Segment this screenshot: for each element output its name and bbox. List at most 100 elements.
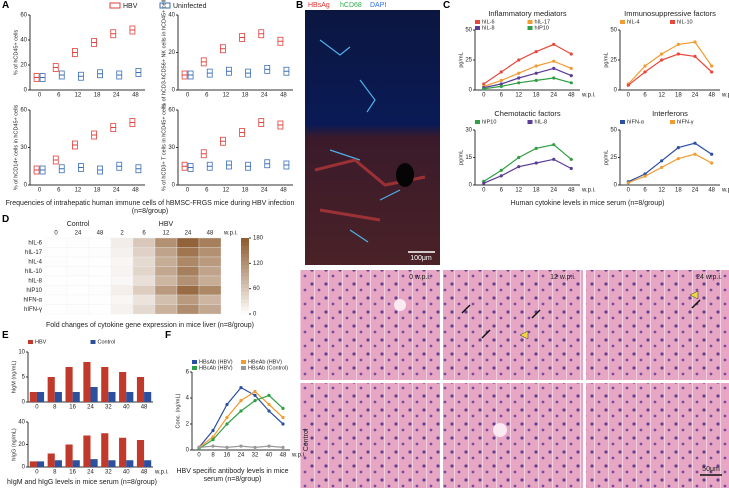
heat-cell bbox=[198, 247, 222, 258]
heat-cell bbox=[176, 237, 200, 248]
y-tick-label: 2 bbox=[186, 422, 190, 428]
point bbox=[281, 406, 285, 410]
colorbar-step bbox=[241, 245, 249, 250]
x-axis-label: w.p.i. bbox=[291, 453, 306, 459]
point bbox=[569, 81, 573, 85]
x-tick-label: 12 bbox=[223, 188, 230, 194]
y-tick-label: 15 bbox=[465, 155, 472, 161]
y-tick-label: 0 bbox=[614, 88, 618, 94]
legend-swatch bbox=[620, 120, 625, 124]
y-axis-label: pg/mL bbox=[603, 150, 609, 165]
legend-label: HBcAb (HBV) bbox=[199, 365, 233, 371]
heat-cell bbox=[110, 256, 134, 267]
caption: Fold changes of cytokine gene expression… bbox=[46, 322, 254, 329]
point bbox=[211, 444, 215, 448]
point bbox=[225, 402, 229, 407]
legend-swatch bbox=[109, 2, 121, 9]
heat-cell bbox=[198, 294, 222, 305]
colorbar-label: 0 bbox=[253, 312, 257, 318]
x-tick-label: 6 bbox=[57, 188, 61, 194]
line bbox=[483, 43, 572, 85]
legend-label: hIFN-α bbox=[627, 119, 645, 125]
x-tick-label: 0 bbox=[38, 188, 42, 194]
point bbox=[239, 444, 243, 448]
x-tick-label: 16 bbox=[69, 405, 76, 411]
legend-label: hIL-17 bbox=[535, 19, 551, 25]
legend-label: hIP10 bbox=[535, 25, 549, 31]
x-tick-label: 48 bbox=[708, 93, 715, 99]
colorbar-step bbox=[241, 310, 249, 315]
line bbox=[627, 41, 713, 85]
x-tick-label: 12 bbox=[515, 93, 522, 99]
heat-cell bbox=[154, 294, 178, 305]
point bbox=[267, 409, 271, 413]
legend-swatch bbox=[527, 120, 533, 124]
point bbox=[534, 146, 538, 150]
point bbox=[267, 444, 271, 448]
colorbar-step bbox=[241, 302, 249, 307]
point bbox=[499, 82, 503, 86]
heat-cell bbox=[154, 285, 178, 296]
fluorescence-image bbox=[305, 10, 440, 265]
chart-title: Inflammatory mediators bbox=[488, 9, 567, 18]
heat-cell bbox=[198, 237, 222, 248]
x-tick-label: 24 bbox=[87, 470, 94, 476]
bar bbox=[54, 392, 62, 402]
panel-label: E bbox=[2, 330, 9, 341]
x-tick-label: 24 bbox=[550, 188, 557, 194]
bar bbox=[36, 392, 45, 402]
heat-cell bbox=[132, 237, 156, 248]
point bbox=[693, 54, 697, 59]
y-axis-label: % of hCD45+ cells bbox=[13, 30, 19, 76]
heat-cell bbox=[154, 237, 178, 248]
heat-cell bbox=[154, 266, 178, 277]
heat-cell bbox=[66, 285, 90, 296]
heat-cell bbox=[88, 266, 112, 277]
timepoint-label: 12 w.p.i. bbox=[550, 274, 576, 281]
y-tick-label: 0 bbox=[24, 88, 28, 94]
column-label: 2 bbox=[120, 231, 124, 237]
heat-cell bbox=[198, 304, 222, 315]
row-label: Control bbox=[303, 428, 310, 451]
heat-cell bbox=[44, 237, 68, 248]
point bbox=[517, 71, 521, 75]
x-tick-label: 18 bbox=[675, 188, 682, 194]
x-tick-label: 6 bbox=[500, 188, 504, 194]
point bbox=[626, 83, 630, 87]
bar bbox=[47, 377, 55, 402]
legend-label: HBsAb (HBV) bbox=[199, 359, 233, 365]
x-tick-label: 12 bbox=[223, 93, 230, 99]
point bbox=[225, 445, 229, 449]
y-axis-label: % of hCD3-hCD56+ NK cells in hCD45+ cell… bbox=[161, 0, 167, 108]
heat-cell bbox=[44, 285, 68, 296]
point bbox=[281, 415, 285, 420]
point bbox=[569, 157, 573, 161]
point bbox=[197, 445, 201, 449]
line bbox=[483, 60, 572, 87]
colorbar-step bbox=[241, 287, 249, 292]
legend-label: hIL-6 bbox=[482, 19, 495, 25]
y-tick-label: 25 bbox=[465, 58, 472, 64]
point bbox=[211, 435, 215, 439]
heat-cell bbox=[110, 294, 134, 305]
heat-cell bbox=[110, 247, 134, 258]
heat-cell bbox=[88, 285, 112, 296]
heat-cell bbox=[154, 256, 178, 267]
point bbox=[569, 166, 573, 171]
x-tick-label: 0 bbox=[38, 93, 42, 99]
point bbox=[534, 71, 538, 75]
heat-cell bbox=[44, 304, 68, 315]
heat-cell bbox=[132, 256, 156, 267]
x-tick-label: 40 bbox=[266, 453, 273, 459]
legend-label: Uninfected bbox=[173, 3, 207, 10]
legend-swatch bbox=[475, 20, 480, 24]
point bbox=[225, 415, 229, 420]
x-tick-label: 6 bbox=[500, 93, 504, 99]
row-label: hIL-10 bbox=[25, 269, 43, 275]
colorbar-step bbox=[241, 306, 249, 311]
point bbox=[482, 82, 486, 86]
y-axis-label: % of hCD3+ T cells in hCD45+ cells bbox=[161, 104, 167, 191]
y-tick-label: 0 bbox=[186, 448, 190, 454]
